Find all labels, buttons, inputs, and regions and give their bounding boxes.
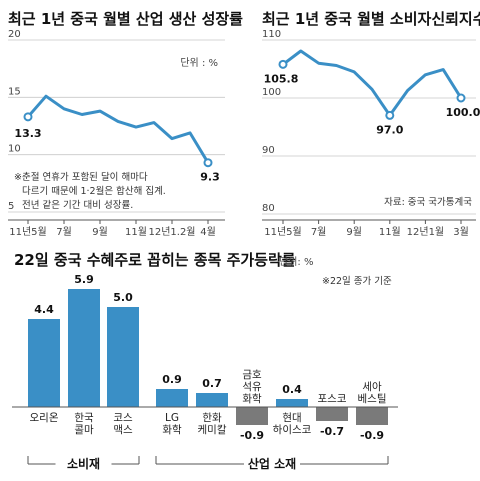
- category-label: 코스: [113, 412, 133, 424]
- consumer-confidence-title: 최근 1년 중국 월별 소비자신뢰지수: [262, 10, 480, 28]
- category-label: 화학: [162, 424, 182, 436]
- stock-change-unit: 단위: %: [279, 255, 313, 268]
- bar: [316, 407, 348, 421]
- x-tick-label: 11월: [379, 226, 401, 238]
- bar-value-label: -0.9: [240, 429, 264, 442]
- bar: [68, 289, 100, 407]
- stock-change-chart: 22일 중국 수혜주로 꼽히는 종목 주가등락률 단위: % ※22일 종가 기…: [12, 251, 398, 471]
- x-tick-label: 11월: [125, 226, 147, 238]
- category-label: 현대: [282, 412, 301, 424]
- data-point: [456, 93, 466, 103]
- x-tick-label: 7월: [56, 226, 72, 238]
- industrial-growth-note-3: 전년 같은 기간 대비 성장률.: [22, 199, 133, 211]
- industrial-growth-chart: 최근 1년 중국 월별 산업 생산 성장률 단위 : % 20 15 10 5 11년…: [8, 10, 243, 238]
- bar: [156, 389, 188, 407]
- industrial-growth-note-1: ※춘절 연휴가 포함된 달이 해마다: [14, 171, 148, 183]
- bar-value-label: -0.9: [360, 429, 384, 442]
- category-label: 한화: [202, 412, 222, 424]
- industrial-growth-note-2: 다르기 때문에 1·2월은 합산해 집계.: [22, 185, 166, 197]
- bar-value-label: 5.9: [74, 273, 94, 286]
- stock-change-note: ※22일 종가 기준: [322, 276, 392, 287]
- data-label: 13.3: [14, 127, 41, 140]
- bar-value-label: 5.0: [113, 291, 133, 304]
- consumer-confidence-line: [282, 49, 463, 117]
- bar-value-label: 4.4: [34, 303, 54, 316]
- bar-value-label: 0.7: [202, 377, 222, 390]
- bar-value-label: -0.7: [320, 425, 344, 438]
- category-label: 베스틸: [358, 392, 387, 405]
- y-tick-label: 100: [262, 87, 281, 98]
- bar: [196, 393, 228, 407]
- y-tick-label: 15: [8, 86, 21, 97]
- x-tick-label: 9월: [92, 226, 108, 238]
- data-label: 9.3: [200, 171, 220, 184]
- x-tick-label: 11년5월: [264, 226, 302, 238]
- category-label: 금호: [242, 369, 262, 381]
- group-label: 소비재: [67, 456, 100, 471]
- consumer-confidence-chart: 최근 1년 중국 월별 소비자신뢰지수 110 100 90 80 11년5월 7월 9월…: [262, 10, 480, 238]
- category-label: 오리온: [30, 412, 59, 424]
- y-tick-label: 90: [262, 145, 275, 156]
- x-tick-label: 9월: [346, 226, 362, 238]
- category-label: 세아: [362, 381, 382, 393]
- data-label: 97.0: [376, 123, 403, 136]
- data-label: 100.0: [446, 106, 480, 119]
- x-tick-label: 12년1월: [407, 226, 445, 238]
- category-label: 포스코: [318, 393, 347, 405]
- stock-change-title: 22일 중국 수혜주로 꼽히는 종목 주가등락률: [14, 251, 296, 269]
- industrial-growth-line: [26, 94, 210, 164]
- category-label: 화학: [242, 393, 262, 405]
- y-tick-label: 80: [262, 203, 275, 214]
- bar: [276, 399, 308, 407]
- data-label: 105.8: [264, 72, 299, 85]
- bar: [236, 407, 268, 425]
- x-tick-label: 12년1.2월: [148, 226, 195, 238]
- category-label: 석유: [242, 381, 262, 393]
- bar: [28, 319, 60, 407]
- data-point: [203, 158, 213, 168]
- category-label: 하이스코: [273, 423, 312, 436]
- group-label: 산업 소재: [248, 456, 296, 471]
- bar: [107, 307, 139, 407]
- bar-value-label: 0.9: [162, 373, 182, 386]
- bar: [356, 407, 388, 425]
- x-tick-label: 4월: [200, 226, 216, 238]
- category-label: 케미칼: [198, 423, 227, 436]
- data-point: [278, 59, 288, 69]
- category-label: LG: [165, 412, 179, 424]
- y-tick-label: 110: [262, 29, 281, 40]
- industrial-growth-title: 최근 1년 중국 월별 산업 생산 성장률: [8, 10, 243, 28]
- bar-value-label: 0.4: [282, 383, 302, 396]
- consumer-confidence-source: 자료: 중국 국가통계국: [384, 196, 472, 208]
- y-tick-label: 10: [8, 144, 21, 155]
- category-label: 한국: [74, 412, 94, 424]
- y-tick-label: 5: [8, 201, 14, 212]
- data-point: [385, 110, 395, 120]
- industrial-growth-unit: 단위 : %: [180, 56, 218, 69]
- data-point: [23, 112, 33, 122]
- x-tick-label: 7월: [311, 226, 327, 238]
- x-tick-label: 3월: [453, 226, 469, 238]
- y-tick-label: 20: [8, 29, 21, 40]
- x-tick-label: 11년5월: [9, 226, 47, 238]
- category-label: 콜마: [74, 424, 94, 436]
- category-label: 맥스: [113, 424, 133, 436]
